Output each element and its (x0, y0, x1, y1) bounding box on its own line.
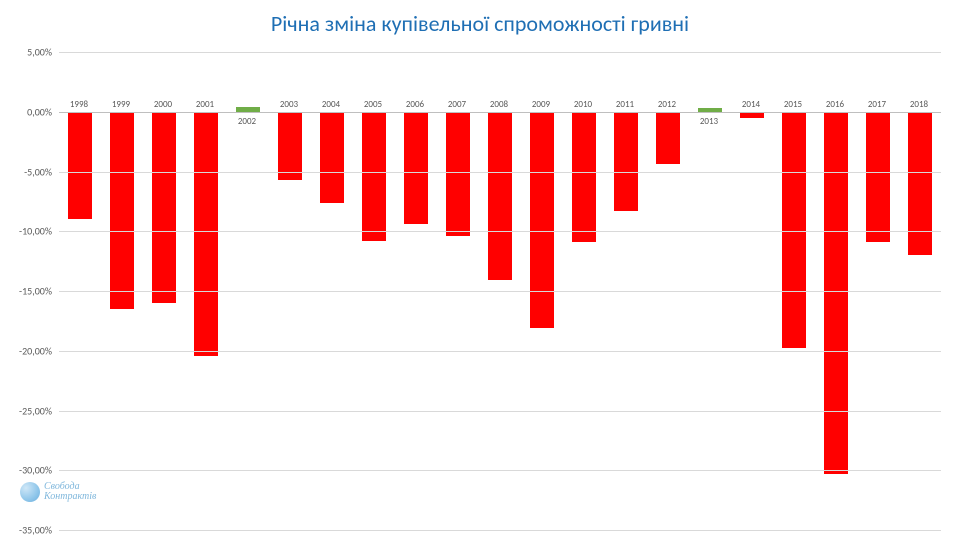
bar (908, 112, 932, 255)
gridline (59, 411, 941, 412)
y-tick-label: 5,00% (0, 46, 52, 59)
y-tick-label: -5,00% (0, 165, 52, 178)
plot-area (58, 52, 941, 530)
bar (656, 112, 680, 165)
bar (446, 112, 470, 236)
x-category-label: 2003 (280, 99, 298, 110)
gridline (59, 470, 941, 471)
bar (488, 112, 512, 280)
logo-line2: Контрактів (44, 492, 96, 502)
gridline (59, 112, 941, 113)
gridline (59, 530, 941, 531)
x-category-label: 2007 (448, 99, 466, 110)
x-category-label: 2011 (616, 99, 634, 110)
chart-container: Річна зміна купівельної спроможності гри… (0, 0, 960, 552)
y-tick-label: -20,00% (0, 344, 52, 357)
gridline (59, 291, 941, 292)
bar (362, 112, 386, 241)
y-tick-label: -10,00% (0, 225, 52, 238)
logo-text: Свобода Контрактів (44, 482, 96, 502)
x-category-label: 2016 (826, 99, 844, 110)
x-category-label: 1998 (70, 99, 88, 110)
x-category-label: 2008 (490, 99, 508, 110)
y-tick-label: 0,00% (0, 105, 52, 118)
x-category-label: 2013 (700, 116, 718, 127)
gridline (59, 172, 941, 173)
gridline (59, 231, 941, 232)
logo-ball-icon (20, 482, 40, 502)
y-tick-label: -15,00% (0, 285, 52, 298)
gridline (59, 52, 941, 53)
x-category-label: 2009 (532, 99, 550, 110)
x-category-label: 2002 (238, 116, 256, 127)
bar (320, 112, 344, 203)
x-category-label: 2000 (154, 99, 172, 110)
x-category-label: 2005 (364, 99, 382, 110)
x-category-label: 2017 (868, 99, 886, 110)
y-tick-label: -25,00% (0, 404, 52, 417)
x-category-label: 2015 (784, 99, 802, 110)
bar (404, 112, 428, 224)
x-category-label: 2004 (322, 99, 340, 110)
bar (572, 112, 596, 242)
x-category-label: 2006 (406, 99, 424, 110)
chart-title: Річна зміна купівельної спроможності гри… (0, 10, 960, 37)
bar (152, 112, 176, 303)
bar (110, 112, 134, 309)
bar (68, 112, 92, 220)
gridline (59, 351, 941, 352)
bar (278, 112, 302, 180)
x-category-label: 2012 (658, 99, 676, 110)
bar (824, 112, 848, 474)
y-tick-label: -30,00% (0, 464, 52, 477)
bar (614, 112, 638, 211)
bar (866, 112, 890, 242)
bar (782, 112, 806, 349)
y-tick-label: -35,00% (0, 524, 52, 537)
x-category-label: 2018 (910, 99, 928, 110)
x-category-label: 2014 (742, 99, 760, 110)
bar (530, 112, 554, 328)
bar (194, 112, 218, 356)
x-category-label: 2001 (196, 99, 214, 110)
watermark-logo: Свобода Контрактів (20, 482, 96, 502)
x-category-label: 1999 (112, 99, 130, 110)
x-category-label: 2010 (574, 99, 592, 110)
